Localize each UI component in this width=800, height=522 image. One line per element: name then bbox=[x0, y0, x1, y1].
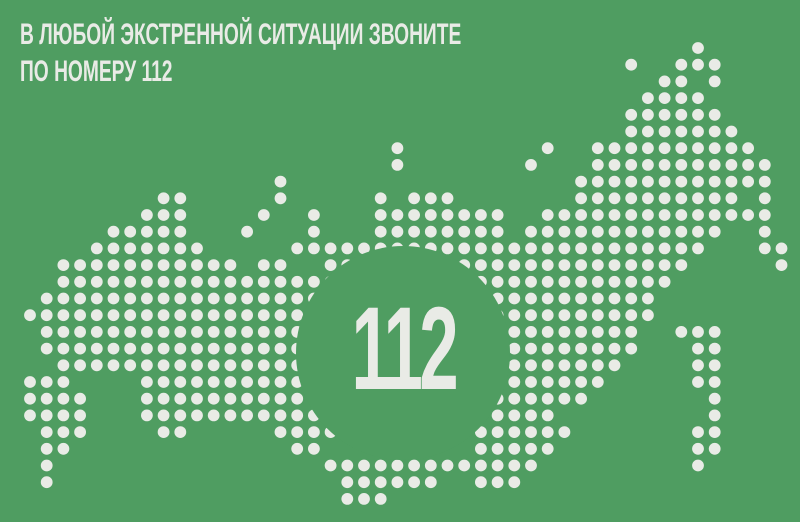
center-circle-badge: 112 bbox=[296, 246, 510, 460]
title-line-1: В ЛЮБОЙ ЭКСТРЕННОЙ СИТУАЦИИ ЗВОНИТЕ bbox=[20, 18, 462, 51]
title-line-2: ПО НОМЕРУ 112 bbox=[20, 55, 173, 88]
emergency-number: 112 bbox=[351, 283, 458, 415]
page-title: В ЛЮБОЙ ЭКСТРЕННОЙ СИТУАЦИИ ЗВОНИТЕ ПО Н… bbox=[20, 16, 461, 90]
